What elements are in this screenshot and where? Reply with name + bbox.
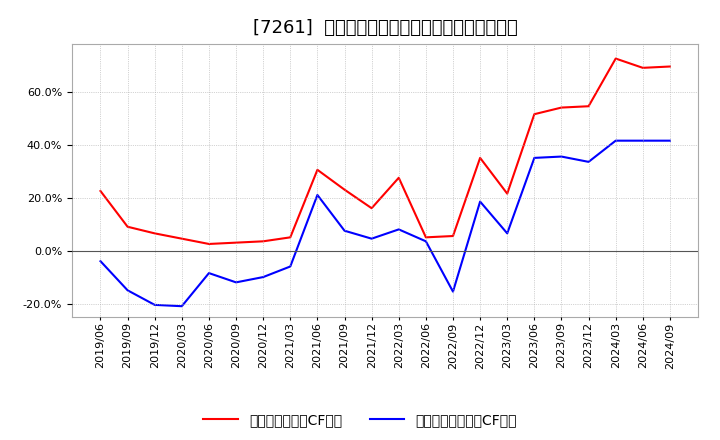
有利子負債営業CF比率 xyxy=(503,191,511,196)
Line: 有利子負債営業CF比率: 有利子負債営業CF比率 xyxy=(101,59,670,244)
有利子負債営業CF比率 xyxy=(449,233,457,238)
有利子負債営業CF比率 xyxy=(232,240,240,245)
有利子負債営業CF比率 xyxy=(313,167,322,172)
Legend: 有利子負債営業CF比率, 有利子負債フリーCF比率: 有利子負債営業CF比率, 有利子負債フリーCF比率 xyxy=(197,408,523,433)
有利子負債営業CF比率 xyxy=(123,224,132,229)
有利子負債フリーCF比率 xyxy=(367,236,376,241)
有利子負債フリーCF比率 xyxy=(503,231,511,236)
有利子負債営業CF比率 xyxy=(286,235,294,240)
有利子負債営業CF比率 xyxy=(421,235,430,240)
有利子負債営業CF比率 xyxy=(476,155,485,161)
有利子負債営業CF比率 xyxy=(178,236,186,241)
有利子負債フリーCF比率 xyxy=(665,138,674,143)
有利子負債フリーCF比率 xyxy=(341,228,349,233)
有利子負債フリーCF比率 xyxy=(611,138,620,143)
有利子負債営業CF比率 xyxy=(530,112,539,117)
有利子負債営業CF比率 xyxy=(665,64,674,69)
有利子負債営業CF比率 xyxy=(557,105,566,110)
有利子負債フリーCF比率 xyxy=(530,155,539,161)
有利子負債フリーCF比率 xyxy=(150,302,159,308)
有利子負債フリーCF比率 xyxy=(259,275,268,280)
有利子負債フリーCF比率 xyxy=(395,227,403,232)
有利子負債フリーCF比率 xyxy=(557,154,566,159)
有利子負債営業CF比率 xyxy=(150,231,159,236)
有利子負債フリーCF比率 xyxy=(286,264,294,269)
有利子負債営業CF比率 xyxy=(639,65,647,70)
有利子負債営業CF比率 xyxy=(367,205,376,211)
有利子負債営業CF比率 xyxy=(611,56,620,61)
有利子負債フリーCF比率 xyxy=(123,288,132,293)
有利子負債フリーCF比率 xyxy=(476,199,485,204)
有利子負債フリーCF比率 xyxy=(204,271,213,276)
有利子負債フリーCF比率 xyxy=(584,159,593,165)
有利子負債フリーCF比率 xyxy=(313,192,322,198)
有利子負債営業CF比率 xyxy=(395,175,403,180)
有利子負債営業CF比率 xyxy=(584,103,593,109)
Title: [7261]  有利子負債キャッシュフロー比率の推移: [7261] 有利子負債キャッシュフロー比率の推移 xyxy=(253,19,518,37)
有利子負債フリーCF比率 xyxy=(449,289,457,294)
有利子負債フリーCF比率 xyxy=(232,280,240,285)
Line: 有利子負債フリーCF比率: 有利子負債フリーCF比率 xyxy=(101,141,670,306)
有利子負債フリーCF比率 xyxy=(96,259,105,264)
有利子負債営業CF比率 xyxy=(204,241,213,246)
有利子負債営業CF比率 xyxy=(341,187,349,192)
有利子負債フリーCF比率 xyxy=(421,238,430,244)
有利子負債フリーCF比率 xyxy=(178,304,186,309)
有利子負債営業CF比率 xyxy=(96,188,105,194)
有利子負債フリーCF比率 xyxy=(639,138,647,143)
有利子負債営業CF比率 xyxy=(259,238,268,244)
